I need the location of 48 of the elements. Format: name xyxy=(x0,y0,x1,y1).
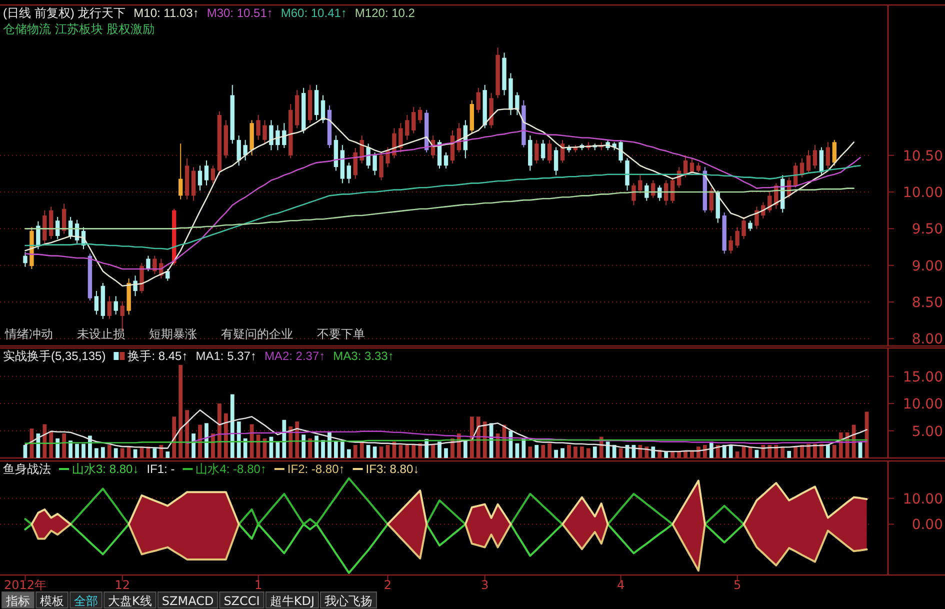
y-tick-label: 10.00 xyxy=(902,185,943,201)
y-tick-label: 10.00 xyxy=(902,396,943,413)
text: 我心飞扬 xyxy=(324,594,372,608)
annotation: 短期暴涨 xyxy=(149,327,197,341)
annotation: 未设止损 xyxy=(77,327,125,341)
text: M120: 10.2 xyxy=(354,6,416,20)
y-tick-label: 10.00 xyxy=(902,491,943,508)
y-tick-label: 8.50 xyxy=(912,295,943,311)
text: MA3: 3.33↑ xyxy=(333,349,394,363)
legend-label: IF2: -8.80↑ xyxy=(287,462,345,476)
text: MA2: 2.37↑ xyxy=(264,349,326,363)
x-tick-label: 2012年 xyxy=(4,578,47,592)
annotation: 情绪冲动 xyxy=(4,327,53,341)
annotation: 有疑问的企业 xyxy=(221,327,293,341)
text: SZCCI xyxy=(224,594,260,608)
chart-title: (日线 前复权) 龙行天下 xyxy=(3,6,126,20)
text: SZMACD xyxy=(162,594,214,608)
chart-title: 鱼身战法 xyxy=(3,462,51,476)
y-tick-label: 5.00 xyxy=(912,424,943,440)
y-tick-label: 9.50 xyxy=(912,222,943,238)
text: M30: 10.51↑ xyxy=(206,6,273,20)
x-tick-label: 5 xyxy=(733,578,742,592)
y-tick-label: 15.00 xyxy=(902,369,943,386)
x-tick-label: 2 xyxy=(384,578,392,592)
annotation: IF1: - xyxy=(146,462,175,476)
text: MA1: 5.37↑ xyxy=(196,349,256,363)
text: 大盘K线 xyxy=(108,594,152,608)
text: 指标 xyxy=(5,594,30,608)
chart-title: 实战换手(5,35,135) xyxy=(3,349,106,363)
x-tick-label: 3 xyxy=(481,578,489,592)
x-tick-label: 4 xyxy=(616,578,625,592)
y-tick-label: 0.00 xyxy=(912,517,943,534)
text: 模板 xyxy=(40,594,64,608)
legend-label: 山水4: -8.80↑ xyxy=(196,462,266,476)
text: 全部 xyxy=(74,594,98,608)
x-tick-label: 12 xyxy=(114,578,130,592)
legend-label: 山水3: 8.80↓ xyxy=(72,462,139,476)
text: 超牛KDJ xyxy=(270,594,314,608)
legend-label: 换手: 8.45↑ xyxy=(128,349,188,363)
y-tick-label: 9.00 xyxy=(912,258,943,274)
y-tick-label: 8.00 xyxy=(912,332,943,348)
annotation: 不要下单 xyxy=(317,327,365,341)
text: M10: 11.03↑ xyxy=(134,6,199,20)
text: 仓储物流 江苏板块 股权激励 xyxy=(3,22,155,36)
legend-label: IF3: 8.80↓ xyxy=(366,462,420,476)
text: M60: 10.41↑ xyxy=(280,6,347,20)
x-tick-label: 1 xyxy=(254,578,262,592)
y-tick-label: 10.50 xyxy=(902,148,943,164)
